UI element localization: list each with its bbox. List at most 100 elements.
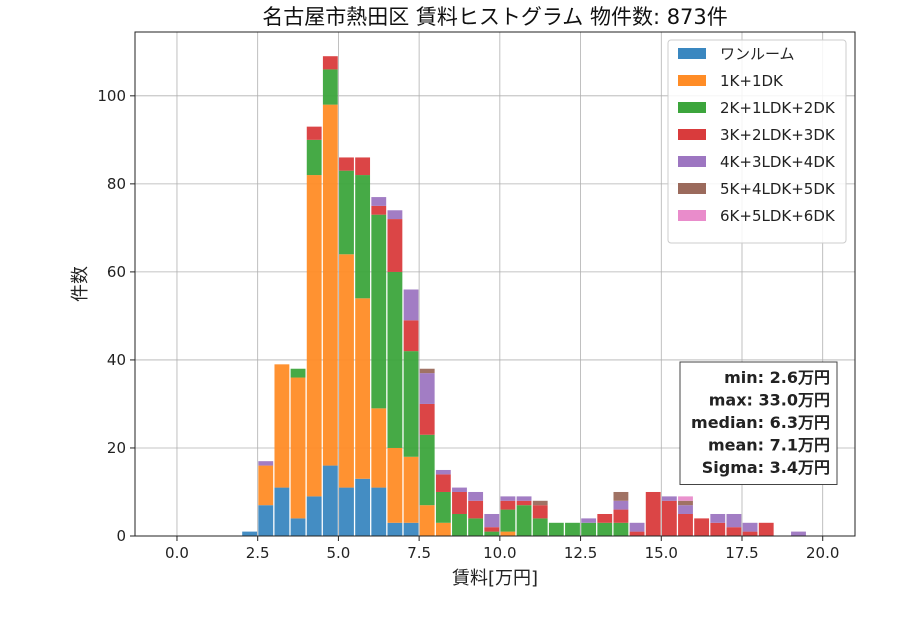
- x-tick-label: 5.0: [326, 544, 350, 562]
- bar-segment: [597, 522, 613, 536]
- bar-segment: [435, 491, 451, 523]
- legend-swatch: [678, 129, 706, 140]
- bar-segment: [484, 527, 500, 532]
- bar-segment: [339, 254, 354, 488]
- y-tick-label: 40: [107, 351, 126, 369]
- bar-segment: [403, 289, 419, 321]
- bar-segment: [403, 522, 419, 536]
- stats-line: Sigma: 3.4万円: [702, 458, 830, 477]
- x-tick-label: 2.5: [246, 544, 270, 562]
- y-axis-title: 件数: [70, 266, 91, 302]
- legend-swatch: [678, 156, 706, 167]
- plot-area-frame: [134, 31, 856, 537]
- bar-segment: [516, 500, 532, 506]
- bar-segment: [468, 518, 484, 536]
- bar-segment: [355, 298, 371, 479]
- y-tick-label: 0: [116, 527, 126, 545]
- bar-segment: [435, 469, 451, 475]
- bar-segment: [371, 487, 387, 536]
- bar-segment: [629, 531, 645, 536]
- legend-swatch: [678, 183, 706, 194]
- bar-segment: [468, 500, 484, 519]
- x-axis-ticks: 0.0 2.5 5.0 7.5 10.0 12.5 15.0 17.5 20.0: [165, 536, 839, 562]
- x-tick-label: 15.0: [645, 544, 678, 562]
- bar-segment: [661, 496, 677, 501]
- bar-segment: [516, 505, 532, 536]
- bar-segment: [290, 377, 306, 519]
- bar-segment: [581, 518, 597, 523]
- bar-segment: [726, 527, 742, 536]
- bar-segment: [500, 496, 516, 501]
- bar-segment: [258, 465, 274, 506]
- bar-segment: [339, 157, 354, 171]
- bar-segment: [516, 496, 532, 501]
- histogram-bars: [242, 56, 806, 536]
- legend-swatch: [678, 210, 706, 221]
- bar-segment: [290, 518, 306, 536]
- bar-segment: [565, 522, 580, 536]
- stats-line: max: 33.0万円: [709, 391, 830, 410]
- stats-box-frame: [679, 361, 838, 485]
- bar-segment: [629, 522, 645, 532]
- y-tick-label: 20: [107, 439, 126, 457]
- bar-segment: [435, 474, 451, 492]
- bar-segment: [258, 505, 274, 536]
- bar-segment: [403, 320, 419, 352]
- bar-segment: [500, 531, 516, 536]
- bar-segment: [322, 69, 338, 105]
- legend-label: 5K+4LDK+5DK: [720, 180, 836, 198]
- bar-segment: [274, 487, 290, 536]
- bar-segment: [452, 513, 467, 536]
- y-tick-label: 80: [107, 175, 126, 193]
- bar-segment: [548, 522, 564, 536]
- x-tick-label: 17.5: [725, 544, 758, 562]
- bar-segment: [387, 271, 403, 448]
- legend-label: 3K+2LDK+3DK: [720, 126, 836, 144]
- bar-segment: [387, 210, 403, 220]
- bar-segment: [791, 531, 806, 536]
- x-tick-label: 7.5: [407, 544, 431, 562]
- bar-segment: [500, 509, 516, 532]
- bar-segment: [339, 170, 354, 255]
- bar-segment: [290, 368, 306, 378]
- legend-swatch: [678, 75, 706, 86]
- bar-segment: [403, 351, 419, 457]
- bar-segment: [452, 487, 467, 492]
- legend-label: ワンルーム: [720, 45, 795, 63]
- bar-segment: [532, 518, 548, 536]
- x-tick-label: 20.0: [806, 544, 839, 562]
- x-axis-title: 賃料[万円]: [452, 568, 538, 589]
- bar-segment: [403, 456, 419, 523]
- bar-segment: [500, 500, 516, 510]
- bar-segment: [322, 104, 338, 466]
- bar-segment: [387, 447, 403, 523]
- bar-segment: [274, 364, 290, 488]
- bar-segment: [306, 175, 322, 497]
- bar-segment: [694, 518, 710, 536]
- bar-segment: [613, 500, 629, 510]
- bar-segment: [532, 500, 548, 506]
- bar-segment: [242, 531, 258, 536]
- bar-segment: [322, 465, 338, 536]
- bar-segment: [387, 522, 403, 536]
- bar-segment: [581, 522, 597, 536]
- y-tick-label: 100: [97, 87, 126, 105]
- bar-segment: [758, 522, 774, 536]
- legend-label: 4K+3LDK+4DK: [720, 153, 836, 171]
- bar-segment: [597, 513, 613, 523]
- bar-segment: [419, 434, 435, 506]
- bar-segment: [355, 478, 371, 536]
- bar-segment: [355, 175, 371, 299]
- bar-segment: [419, 373, 435, 404]
- x-tick-label: 12.5: [564, 544, 597, 562]
- legend-frame: [667, 39, 847, 244]
- bar-segment: [710, 522, 726, 536]
- bar-segment: [419, 505, 435, 536]
- bar-segment: [742, 522, 758, 532]
- bar-segment: [678, 496, 693, 501]
- x-tick-label: 10.0: [483, 544, 516, 562]
- bar-segment: [678, 500, 693, 506]
- legend-label: 1K+1DK: [720, 72, 784, 90]
- bar-segment: [484, 531, 500, 536]
